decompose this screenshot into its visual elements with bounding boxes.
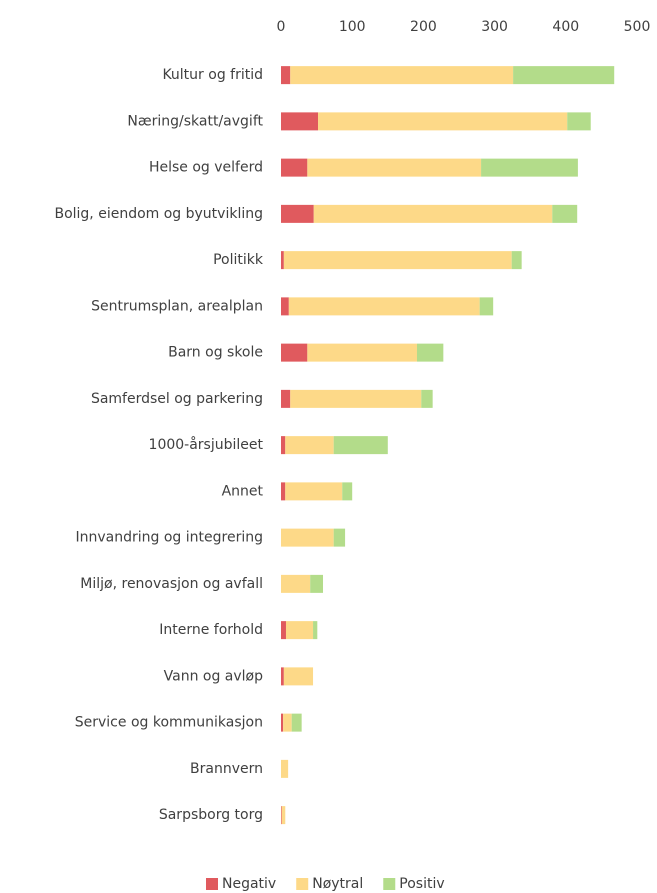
- bar-segment: [281, 713, 284, 732]
- bar-segment: [481, 158, 578, 177]
- legend-swatch: [206, 878, 218, 890]
- bar-segment: [290, 389, 422, 408]
- y-tick-label: Sentrumsplan, arealplan: [91, 298, 263, 314]
- bar-segment: [281, 251, 284, 270]
- x-tick-label: 500: [624, 19, 651, 35]
- bar-segment: [281, 667, 284, 686]
- bar-segment: [283, 713, 292, 732]
- bar-segment: [281, 158, 308, 177]
- legend-label: Nøytral: [312, 876, 363, 892]
- bar-segment: [421, 389, 433, 408]
- bar-segment: [307, 343, 417, 362]
- bar-segment: [281, 389, 291, 408]
- x-tick-label: 0: [277, 19, 286, 35]
- bar-segment: [281, 806, 286, 825]
- y-tick-label: Samferdsel og parkering: [91, 391, 263, 407]
- legend-swatch: [383, 878, 396, 890]
- bar-segment: [281, 759, 289, 778]
- y-tick-label: Interne forhold: [159, 622, 263, 638]
- y-tick-label: 1000-årsjubileet: [149, 436, 264, 453]
- y-tick-label: Innvandring og integrering: [76, 530, 263, 546]
- bar-segment: [281, 66, 291, 85]
- legend-swatch: [296, 878, 309, 890]
- y-tick-label: Barn og skole: [168, 345, 263, 361]
- y-tick-label: Næring/skatt/avgift: [127, 113, 263, 129]
- bar-segment: [567, 112, 591, 131]
- bar-segment: [281, 482, 286, 501]
- bar-segment: [281, 528, 334, 547]
- bar-segment: [281, 204, 314, 223]
- x-tick-label: 400: [552, 19, 579, 35]
- y-tick-label: Vann og avløp: [164, 668, 263, 684]
- bar-segment: [333, 436, 388, 455]
- bar-segment: [291, 713, 302, 732]
- y-tick-label: Helse og velferd: [149, 160, 263, 176]
- y-tick-label: Politikk: [213, 252, 264, 268]
- bar-segment: [281, 436, 286, 455]
- bar-segment: [310, 574, 324, 593]
- legend-label: Negativ: [222, 876, 276, 892]
- x-tick-label: 200: [410, 19, 437, 35]
- bar-segment: [281, 343, 308, 362]
- y-tick-label: Service og kommunikasjon: [75, 715, 263, 731]
- bar-segment: [342, 482, 353, 501]
- bar-segment: [281, 806, 282, 825]
- bar-segment: [416, 343, 444, 362]
- y-tick-label: Brannvern: [190, 761, 263, 777]
- bar-segment: [281, 574, 311, 593]
- y-tick-label: Annet: [222, 483, 264, 499]
- bar-segment: [281, 112, 319, 131]
- bar-segment: [281, 621, 286, 640]
- x-tick-label: 300: [481, 19, 508, 35]
- y-tick-label: Bolig, eiendom og byutvikling: [54, 206, 263, 222]
- y-tick-label: Miljø, renovasjon og avfall: [80, 576, 263, 592]
- bar-segment: [313, 204, 553, 223]
- bar-segment: [281, 297, 289, 316]
- bar-segment: [285, 436, 334, 455]
- y-tick-label: Sarpsborg torg: [159, 807, 263, 823]
- bar-segment: [283, 251, 512, 270]
- bar-segment: [333, 528, 346, 547]
- bar-segment: [290, 66, 514, 85]
- bar-segment: [552, 204, 578, 223]
- bar-segment: [283, 667, 314, 686]
- bar-segment: [479, 297, 494, 316]
- bar-segment: [513, 66, 615, 85]
- x-tick-label: 100: [339, 19, 366, 35]
- bar-segment: [318, 112, 568, 131]
- bar-segment: [511, 251, 522, 270]
- bar-segment: [285, 621, 314, 640]
- bar-segment: [288, 297, 480, 316]
- bar-segment: [285, 482, 343, 501]
- legend-label: Positiv: [399, 876, 444, 892]
- y-tick-label: Kultur og fritid: [162, 67, 263, 83]
- bar-segment: [307, 158, 482, 177]
- bar-segment: [313, 621, 318, 640]
